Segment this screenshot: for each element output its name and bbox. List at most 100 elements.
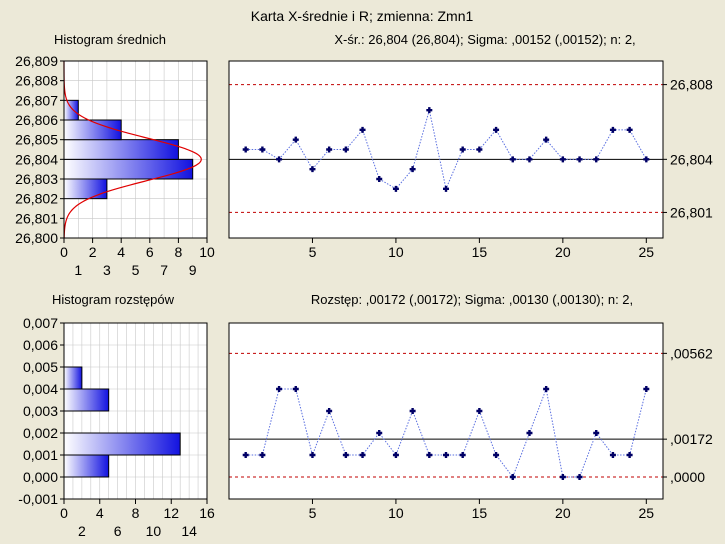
x-tick-label: 8 [175,244,183,260]
x-tick-label: 25 [639,505,655,521]
data-point-marker [543,136,550,143]
y-tick-label: -0,001 [18,491,58,507]
histogram-bar [63,454,110,478]
y-tick-label: 0,004 [23,381,58,397]
x-tick-label: 2 [89,244,97,260]
data-point-marker [392,452,399,458]
data-point-marker [342,452,349,458]
plot-area [228,60,664,239]
x-tick-label: 10 [388,505,404,521]
range-histogram-panel: -0,001 0,000 0,001 0,002 0,003 0,004 0,005 0,00… [18,315,215,539]
chart-title: Karta X-średnie i R; zmienna: Zmn1 [251,8,474,24]
data-point-marker [459,146,466,153]
x-tick-label: 15 [472,244,488,260]
data-point-marker [609,126,616,133]
data-point-marker [409,408,416,414]
y-tick-label: 26,805 [15,132,58,148]
xbar-stats-text: X-śr.: 26,804 (26,804); Sigma: ,00152 (,… [334,32,635,47]
x-tick-label: 5 [309,244,317,260]
data-point-marker [443,452,449,458]
x-tick-label: 0 [60,505,68,521]
plot-area [228,322,664,500]
data-point-marker [259,452,266,458]
limit-value-label: ,00562 [670,345,713,361]
y-tick-label: 0,006 [23,337,58,353]
range-histogram-title: Histogram rozstępów [52,292,175,307]
x-tick-label: 12 [163,505,179,521]
x-tick-label-secondary: 1 [74,262,82,278]
data-point-marker [609,452,616,458]
y-tick-label: 0,001 [23,447,58,463]
x-tick-label: 25 [639,244,655,260]
x-tick-label: 5 [309,505,317,521]
y-tick-label: 0,005 [23,359,58,375]
data-point-marker [593,156,600,163]
histogram-bar [63,139,179,160]
x-tick-label: 10 [388,244,404,260]
x-tick-label: 10 [199,244,215,260]
data-point-marker [376,176,383,182]
limit-value-label: 26,801 [670,204,713,220]
x-tick-label: 15 [472,505,488,521]
histogram-bar [63,366,83,390]
data-point-marker [259,146,266,153]
y-tick-label: 0,002 [23,425,58,441]
data-point-marker [593,430,600,436]
data-point-marker [543,386,550,392]
y-tick-label: 26,809 [15,53,58,69]
histogram-bar [63,178,108,200]
limit-value-label: ,00172 [670,431,713,447]
data-point-marker [342,146,349,153]
data-point-marker [493,452,500,458]
x-tick-label: 20 [555,244,571,260]
limit-value-label: 26,808 [670,77,713,93]
y-tick-label: 26,804 [15,151,58,167]
x-tick-label-secondary: 7 [160,262,168,278]
x-tick-label-secondary: 5 [132,262,140,278]
histogram-bar [63,432,181,456]
y-tick-label: 26,807 [15,92,58,108]
data-point-marker [643,156,650,163]
x-tick-label-secondary: 14 [181,523,197,539]
range-stats-text: Rozstęp: ,00172 (,00172); Sigma: ,00130 … [311,292,633,307]
normal-curve [63,61,202,239]
y-tick-label: 26,806 [15,112,58,128]
histogram-bar [63,119,122,141]
y-tick-label: 26,803 [15,171,58,187]
xbar-histogram-panel: 26,800 26,801 26,802 26,803 26,804 26,805 26,8… [15,53,215,278]
x-tick-label: 20 [555,505,571,521]
data-point-marker [276,386,283,392]
x-tick-label: 16 [199,505,215,521]
data-point-marker [643,386,650,392]
data-point-marker [509,474,516,480]
x-tick-label-secondary: 6 [114,523,122,539]
histogram-bar [63,388,110,412]
data-point-marker [409,166,416,173]
x-tick-label: 8 [132,505,140,521]
x-tick-label: 0 [60,244,68,260]
histogram-bar [63,158,194,180]
x-tick-label: 4 [117,244,125,260]
y-tick-label: 0,007 [23,315,58,331]
limit-value-label: ,0000 [670,469,705,485]
data-point-marker [426,107,433,114]
data-point-marker [626,126,633,133]
data-point-marker [576,474,583,480]
data-point-marker [392,185,399,192]
y-tick-label: 0,003 [23,403,58,419]
data-point-marker [359,126,366,133]
data-point-marker [426,452,433,458]
x-tick-label-secondary: 9 [189,262,197,278]
xbar-histogram-title: Histogram średnich [54,32,166,47]
data-point-marker [526,430,533,436]
data-point-marker [309,166,316,173]
plot-frame [228,322,664,500]
data-point-marker [276,156,283,163]
data-point-marker [526,156,533,163]
data-point-marker [626,452,633,458]
y-tick-label: 26,800 [15,230,58,246]
range-control-chart-panel: 5 10 15 20 25 ,00562 ,00172 ,0000 [228,322,713,521]
data-point-marker [326,146,333,153]
data-point-marker [292,136,299,143]
